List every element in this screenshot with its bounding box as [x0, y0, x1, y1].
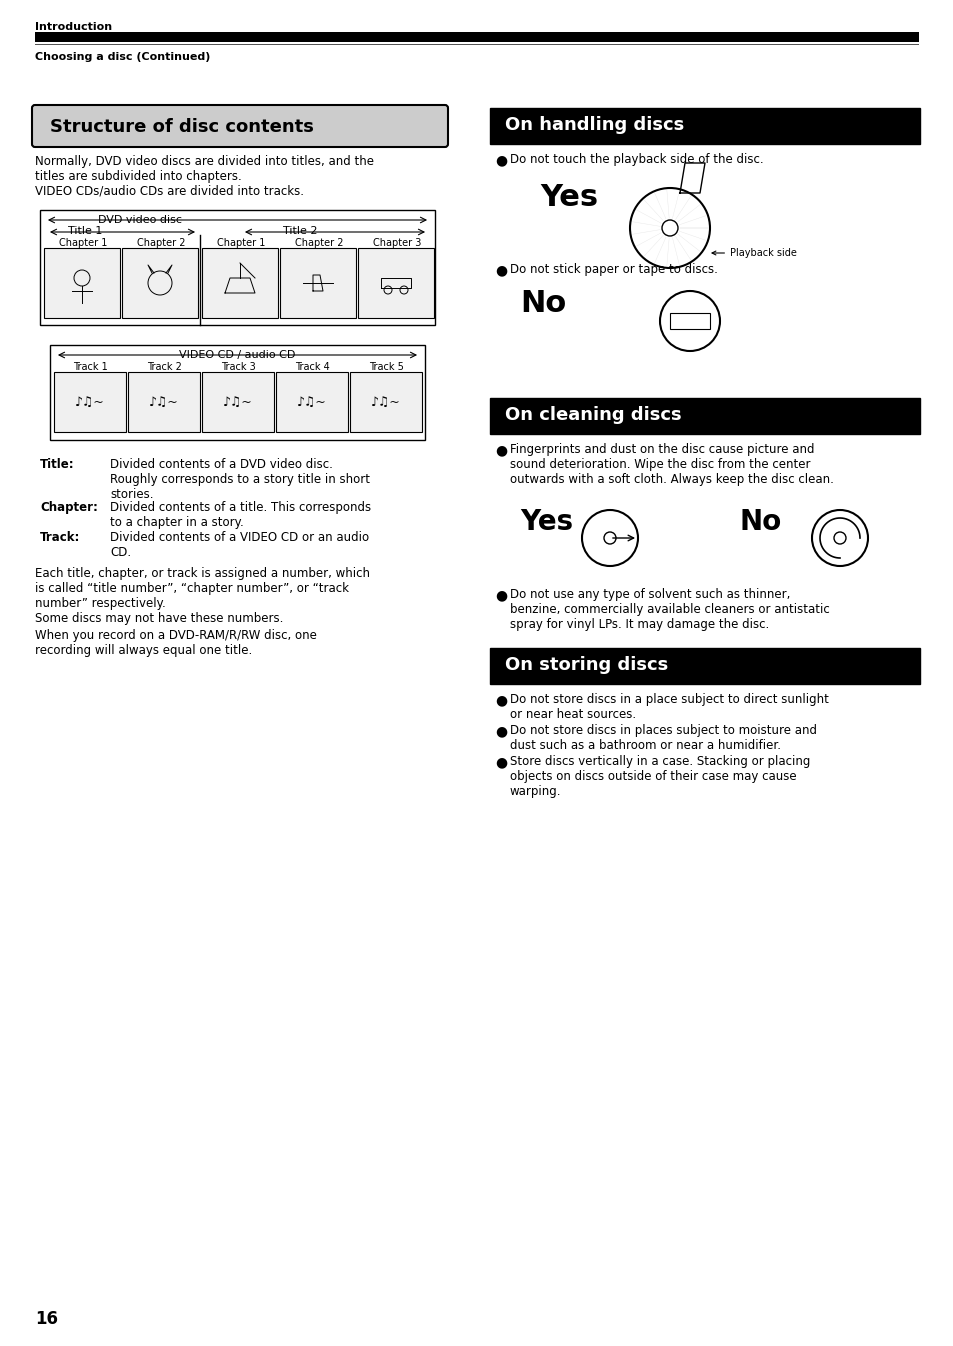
Text: Divided contents of a VIDEO CD or an audio
CD.: Divided contents of a VIDEO CD or an aud…: [110, 532, 369, 559]
Text: Title:: Title:: [40, 458, 74, 471]
Bar: [490, 398, 919, 433]
Bar: [490, 647, 919, 684]
Text: ●: ●: [495, 443, 507, 458]
Text: DVD video disc: DVD video disc: [98, 215, 182, 225]
Bar: [35, 32, 918, 42]
Bar: [669, 314, 709, 328]
Text: Chapter:: Chapter:: [40, 501, 98, 514]
Text: Divided contents of a title. This corresponds
to a chapter in a story.: Divided contents of a title. This corres…: [110, 501, 371, 529]
Text: ♪♫~: ♪♫~: [149, 396, 178, 408]
Text: Title 1: Title 1: [68, 226, 102, 236]
Bar: [202, 248, 277, 318]
FancyBboxPatch shape: [32, 105, 448, 147]
Bar: [357, 248, 434, 318]
Bar: [280, 248, 355, 318]
Text: Divided contents of a DVD video disc.
Roughly corresponds to a story title in sh: Divided contents of a DVD video disc. Ro…: [110, 458, 370, 501]
Text: Each title, chapter, or track is assigned a number, which
is called “title numbe: Each title, chapter, or track is assigne…: [35, 567, 370, 625]
Text: ♪♫~: ♪♫~: [75, 396, 105, 408]
Text: Introduction: Introduction: [35, 22, 112, 32]
Text: When you record on a DVD-RAM/R/RW disc, one
recording will always equal one titl: When you record on a DVD-RAM/R/RW disc, …: [35, 629, 316, 657]
Bar: [275, 371, 348, 432]
Text: Yes: Yes: [539, 183, 598, 213]
Bar: [122, 248, 198, 318]
Text: Track 3: Track 3: [220, 362, 255, 371]
Text: Do not store discs in a place subject to direct sunlight
or near heat sources.: Do not store discs in a place subject to…: [510, 693, 828, 721]
Text: Track 1: Track 1: [72, 362, 108, 371]
Bar: [40, 210, 435, 324]
Text: Do not touch the playback side of the disc.: Do not touch the playback side of the di…: [510, 153, 762, 166]
Text: Do not store discs in places subject to moisture and
dust such as a bathroom or : Do not store discs in places subject to …: [510, 724, 816, 752]
Text: Track 2: Track 2: [147, 362, 181, 371]
Text: On storing discs: On storing discs: [504, 656, 667, 674]
Text: Chapter 1: Chapter 1: [59, 238, 107, 248]
Text: ●: ●: [495, 153, 507, 167]
Text: Track:: Track:: [40, 532, 80, 544]
Bar: [202, 371, 274, 432]
Text: VIDEO CD / audio CD: VIDEO CD / audio CD: [178, 350, 294, 359]
Text: ●: ●: [495, 588, 507, 602]
Text: Do not use any type of solvent such as thinner,
benzine, commercially available : Do not use any type of solvent such as t…: [510, 588, 829, 631]
Text: ♪♫~: ♪♫~: [223, 396, 253, 408]
Text: Chapter 2: Chapter 2: [136, 238, 185, 248]
Text: Chapter 1: Chapter 1: [216, 238, 265, 248]
Bar: [50, 345, 424, 440]
Bar: [128, 371, 200, 432]
Bar: [44, 248, 120, 318]
Text: Playback side: Playback side: [711, 248, 796, 258]
Bar: [490, 108, 919, 144]
Text: Track 4: Track 4: [294, 362, 329, 371]
Text: Structure of disc contents: Structure of disc contents: [50, 118, 314, 136]
Text: Fingerprints and dust on the disc cause picture and
sound deterioration. Wipe th: Fingerprints and dust on the disc cause …: [510, 443, 833, 486]
Text: Track 5: Track 5: [368, 362, 403, 371]
Text: Normally, DVD video discs are divided into titles, and the
titles are subdivided: Normally, DVD video discs are divided in…: [35, 155, 374, 198]
Text: 16: 16: [35, 1310, 58, 1329]
Text: ●: ●: [495, 693, 507, 707]
Text: Chapter 2: Chapter 2: [294, 238, 343, 248]
Text: ●: ●: [495, 724, 507, 738]
Text: No: No: [740, 507, 781, 536]
Text: ●: ●: [495, 262, 507, 277]
Text: On handling discs: On handling discs: [504, 116, 683, 135]
Text: On cleaning discs: On cleaning discs: [504, 406, 680, 424]
Text: Store discs vertically in a case. Stacking or placing
objects on discs outside o: Store discs vertically in a case. Stacki…: [510, 755, 809, 798]
Text: Do not stick paper or tape to discs.: Do not stick paper or tape to discs.: [510, 262, 717, 276]
Text: Yes: Yes: [519, 507, 573, 536]
Text: ♪♫~: ♪♫~: [371, 396, 400, 408]
Bar: [54, 371, 126, 432]
Text: ●: ●: [495, 755, 507, 769]
Text: ♪♫~: ♪♫~: [296, 396, 327, 408]
Bar: [350, 371, 421, 432]
Text: Choosing a disc (Continued): Choosing a disc (Continued): [35, 52, 211, 62]
Text: No: No: [519, 289, 566, 318]
Text: Chapter 3: Chapter 3: [373, 238, 420, 248]
Text: Title 2: Title 2: [282, 226, 317, 236]
